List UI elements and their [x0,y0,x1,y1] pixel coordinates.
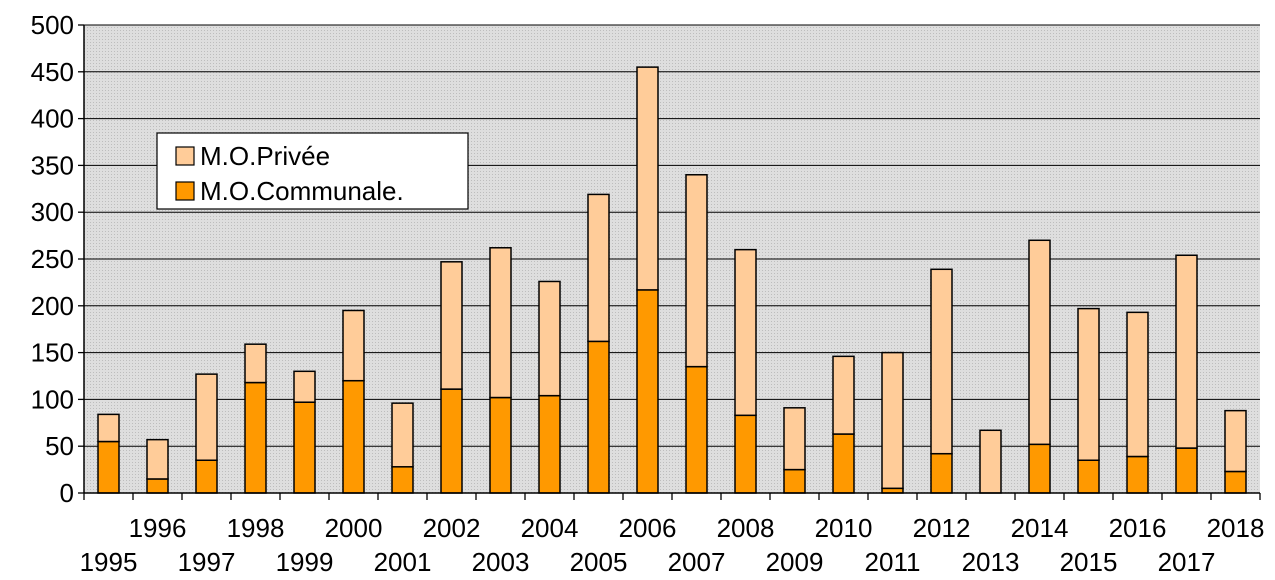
legend-swatch [175,181,195,201]
y-tick-labels: 0 50 100 150 200 250 300 350 400 450 500 [31,10,74,508]
bar-segment-privee [146,438,169,480]
bar-segment-communale [1224,470,1247,494]
x-tick-label: 1999 [276,547,334,575]
x-tick-label: 2013 [962,547,1020,575]
x-tick-label: 1997 [178,547,236,575]
legend-swatch [175,146,195,166]
y-tick-label: 100 [31,384,74,414]
bar-segment-privee [1224,409,1247,473]
y-tick-label: 200 [31,291,74,321]
bar-segment-privee [1175,254,1198,449]
gridlines [78,24,1260,494]
bar-segment-communale [293,401,316,494]
bar-segment-communale [391,466,414,494]
bar-segment-privee [930,268,953,455]
bar-segment-privee [734,248,757,417]
bar-segment-privee [1126,311,1149,458]
bar-segment-privee [832,355,855,435]
x-tick-label: 2000 [325,513,383,543]
y-tick-label: 500 [31,10,74,40]
bar-segment-communale [195,459,218,494]
x-tick-label: 2007 [668,547,726,575]
x-tick-label: 2011 [865,547,921,575]
bar-segment-privee [244,343,267,384]
x-tick-label: 2006 [619,513,677,543]
bar-segment-communale [636,289,659,494]
bar-segment-privee [1028,239,1051,446]
bar-segment-communale [146,478,169,494]
x-tick-label: 1998 [227,513,285,543]
y-tick-label: 450 [31,57,74,87]
legend-label: M.O.Privée [200,141,330,171]
x-tick-label: 2005 [570,547,628,575]
bar-segment-communale [685,365,708,494]
bar-segment-communale [587,340,610,494]
bar-segment-communale [1126,455,1149,494]
y-tick-label: 150 [31,338,74,368]
bar-segment-communale [440,388,463,494]
bar-segment-communale [489,396,512,494]
bar-segment-privee [293,370,316,403]
y-tick-label: 50 [45,431,74,461]
x-tick-label: 2014 [1011,513,1069,543]
bar-segment-privee [1077,307,1100,461]
bar-segment-privee [979,429,1002,494]
y-tick-label: 250 [31,244,74,274]
x-tick-label: 2010 [815,513,873,543]
axes [83,25,1261,500]
x-tick-label: 2012 [913,513,971,543]
x-tick-label: 2008 [717,513,775,543]
y-tick-label: 0 [60,478,74,508]
bar-segment-privee [881,351,904,490]
legend-box [156,132,469,210]
bar-segment-privee [440,261,463,390]
x-tick-label: 2017 [1158,547,1216,575]
x-tick-labels: 1995 1996 1997 1998 1999 2000 2001 2002 2003 2004… [80,513,1265,577]
bar-segment-privee [195,373,218,461]
x-tick-label: 2018 [1207,513,1265,543]
bar-segment-communale [1028,443,1051,494]
bars [97,66,1247,494]
y-tick-label: 350 [31,150,74,180]
bar-segment-privee [783,407,806,471]
bar-segment-communale [538,394,561,494]
x-tick-label: 2002 [423,513,481,543]
bar-segment-communale [1077,459,1100,494]
bar-segment-communale [783,468,806,494]
x-tick-label: 2001 [374,547,432,575]
bar-segment-privee [489,247,512,399]
x-tick-label: 1996 [129,513,187,543]
bar-segment-communale [342,379,365,494]
bar-segment-privee [538,280,561,397]
bar-segment-privee [391,402,414,468]
x-tick-label: 2003 [472,547,530,575]
bar-segment-privee [636,66,659,291]
x-tick-label: 2009 [766,547,824,575]
bar-segment-communale [930,452,953,494]
x-tick-label: 1995 [80,547,138,575]
bar-segment-communale [244,381,267,494]
bar-segment-privee [587,193,610,343]
x-tick-label: 2004 [521,513,579,543]
bar-segment-communale [1175,447,1198,494]
y-tick-label: 400 [31,104,74,134]
legend-label: M.O.Communale. [200,176,404,206]
x-tick-label: 2015 [1060,547,1118,575]
bar-segment-privee [342,309,365,382]
bar-segment-communale [832,433,855,494]
bar-segment-communale [734,414,757,494]
bar-segment-privee [685,174,708,368]
x-tick-label: 2016 [1109,513,1167,543]
bar-segment-privee [97,413,120,443]
bar-segment-communale [97,440,120,494]
legend: M.O.Privée M.O.Communale. [156,132,469,210]
y-tick-label: 300 [31,197,74,227]
